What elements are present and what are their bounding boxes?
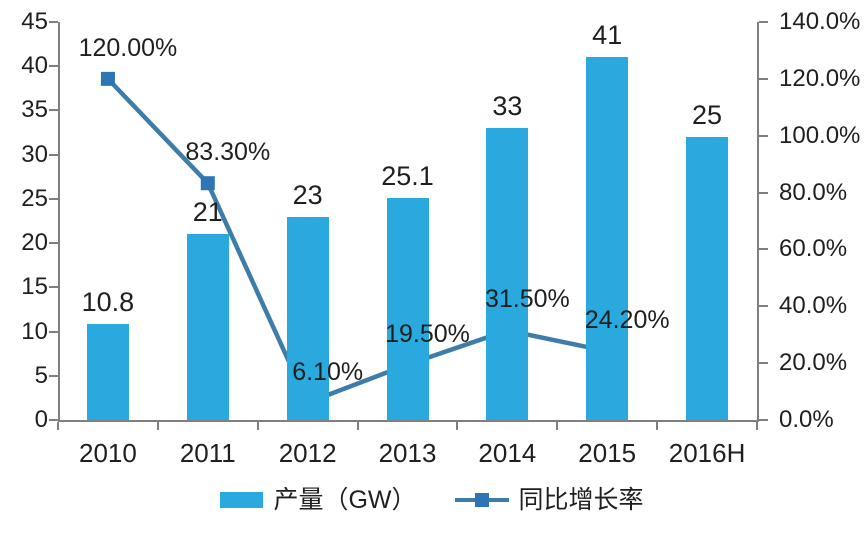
legend-label-growth-rate: 同比增长率	[518, 486, 644, 514]
left-axis-tick-mark	[49, 242, 58, 245]
growth-rate-value-label: 24.20%	[584, 306, 670, 335]
right-axis-tick-label: 80.0%	[779, 178, 848, 206]
right-axis-tick-mark	[759, 134, 768, 137]
right-axis-tick-mark	[759, 362, 768, 365]
production-bar	[386, 198, 429, 420]
bar-series-swatch	[220, 492, 264, 508]
production-bar	[186, 234, 229, 420]
x-axis-category-label: 2014	[478, 438, 537, 468]
line-series-swatch	[454, 493, 509, 507]
bar-value-label: 33	[492, 91, 523, 122]
x-axis-tick-mark	[156, 422, 159, 430]
x-axis-category-label: 2013	[378, 438, 437, 468]
left-axis-tick-mark	[49, 419, 58, 421]
production-bar	[86, 324, 129, 420]
x-axis-tick-mark	[556, 422, 559, 430]
bar-value-label: 10.8	[81, 287, 135, 318]
growth-rate-value-label: 19.50%	[385, 319, 470, 348]
right-axis-tick-label: 20.0%	[779, 349, 848, 377]
growth-rate-line	[106, 77, 608, 406]
left-axis-tick-label: 5	[34, 361, 48, 389]
right-axis-tick-label: 60.0%	[779, 235, 848, 263]
production-bar	[486, 128, 529, 420]
right-axis-tick-label: 120.0%	[779, 64, 861, 92]
left-axis-tick-label: 15	[21, 273, 48, 301]
left-axis-tick-label: 30	[21, 140, 48, 168]
x-axis-tick-mark	[356, 422, 359, 430]
bar-value-label: 21	[192, 197, 223, 228]
growth-rate-value-label: 83.30%	[185, 138, 271, 167]
legend-item-production: 产量（GW）	[220, 486, 417, 514]
right-axis-tick-mark	[759, 419, 768, 421]
left-axis-tick-mark	[49, 21, 58, 23]
growth-rate-value-label: 31.50%	[484, 285, 570, 314]
right-axis-tick-label: 0.0%	[779, 406, 834, 433]
production-bar	[686, 136, 729, 420]
left-axis-line	[58, 22, 60, 420]
growth-rate-value-label: 6.10%	[292, 357, 364, 386]
x-axis-line	[58, 420, 759, 422]
left-axis-tick-label: 40	[21, 52, 48, 80]
left-axis-tick-mark	[49, 65, 58, 68]
left-axis-tick-label: 0	[34, 406, 48, 433]
x-axis-category-label: 2012	[278, 438, 337, 468]
legend-label-production: 产量（GW）	[273, 486, 417, 514]
left-axis-tick-label: 10	[21, 317, 48, 345]
growth-rate-marker	[100, 71, 115, 86]
growth-rate-marker	[200, 176, 215, 191]
x-axis-category-label: 2015	[578, 438, 637, 468]
x-axis-tick-mark	[656, 422, 659, 430]
left-axis-tick-mark	[49, 109, 58, 112]
right-axis-line	[757, 22, 759, 420]
right-axis-tick-mark	[759, 305, 768, 308]
production-bar	[586, 57, 629, 420]
legend-item-growth-rate: 同比增长率	[454, 486, 644, 514]
left-axis-tick-mark	[49, 286, 58, 289]
right-axis-tick-mark	[759, 21, 768, 23]
left-axis-tick-label: 35	[21, 96, 48, 124]
x-axis-category-label: 2010	[79, 438, 137, 468]
bar-value-label: 41	[592, 20, 623, 51]
x-axis-tick-mark	[756, 422, 758, 430]
left-axis-tick-mark	[49, 374, 58, 377]
right-axis-tick-mark	[759, 77, 768, 80]
bar-value-label: 23	[292, 179, 323, 210]
x-axis-category-label: 2016H	[668, 438, 746, 468]
growth-rate-value-label: 120.00%	[78, 33, 178, 62]
left-axis-tick-label: 20	[21, 229, 48, 257]
right-axis-tick-label: 140.0%	[779, 8, 861, 35]
x-axis-tick-mark	[57, 422, 59, 430]
left-axis-tick-mark	[49, 197, 58, 200]
right-axis-tick-label: 40.0%	[779, 292, 848, 320]
x-axis-tick-mark	[256, 422, 259, 430]
bar-value-label: 25	[692, 99, 723, 130]
left-axis-tick-mark	[49, 330, 58, 333]
line-marker-swatch	[474, 493, 489, 507]
bar-value-label: 25.1	[381, 161, 434, 191]
right-axis-tick-label: 100.0%	[779, 121, 861, 149]
legend: 产量（GW） 同比增长率	[0, 487, 864, 513]
right-axis-tick-mark	[759, 248, 768, 251]
x-axis-tick-mark	[456, 422, 459, 430]
production-bar	[286, 216, 329, 420]
left-axis-tick-mark	[49, 153, 58, 156]
x-axis-category-label: 2011	[179, 438, 236, 468]
left-axis-tick-label: 45	[21, 8, 48, 35]
left-axis-tick-label: 25	[21, 184, 48, 212]
right-axis-tick-mark	[759, 191, 768, 194]
